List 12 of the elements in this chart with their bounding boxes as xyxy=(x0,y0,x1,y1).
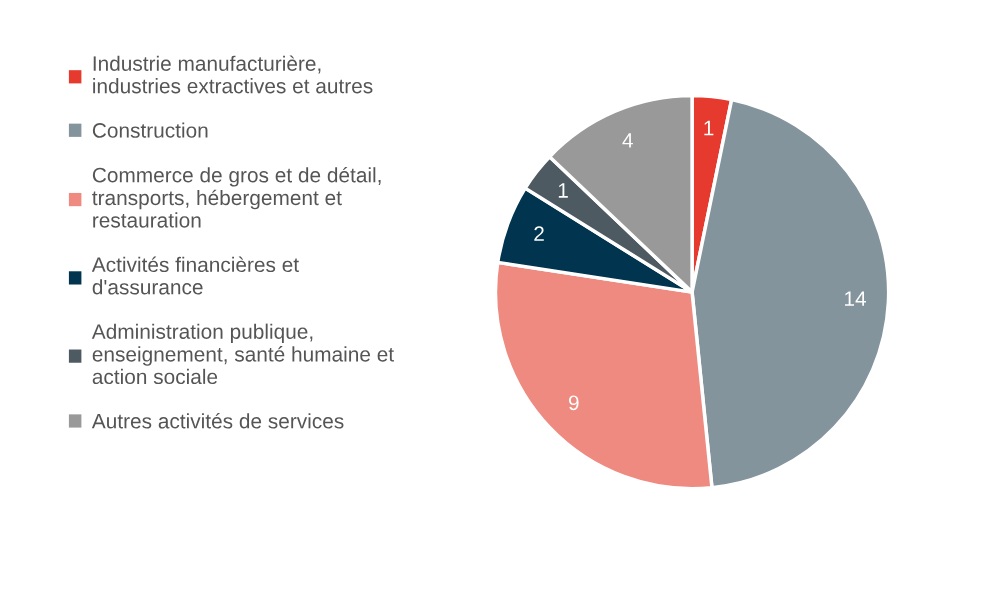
legend-label: Activités financières et d'assurance xyxy=(91,256,299,295)
data-label: 9 xyxy=(568,395,579,411)
legend-label: Industrie manufacturière, industries extractives et autres xyxy=(93,55,373,94)
legend-label: Construction xyxy=(92,122,208,138)
data-label: 1 xyxy=(558,183,568,198)
legend-label: Commerce de gros et de détail, transports, hébergement et restauration xyxy=(92,166,381,228)
data-label: 2 xyxy=(534,226,544,241)
data-label: 4 xyxy=(622,133,633,148)
legend-label: Administration publique, enseignement, santé humaine et action sociale xyxy=(91,323,394,385)
legend-label: Autres activités de services xyxy=(91,412,344,429)
data-label: 14 xyxy=(845,291,867,306)
data-label: 1 xyxy=(704,120,714,136)
